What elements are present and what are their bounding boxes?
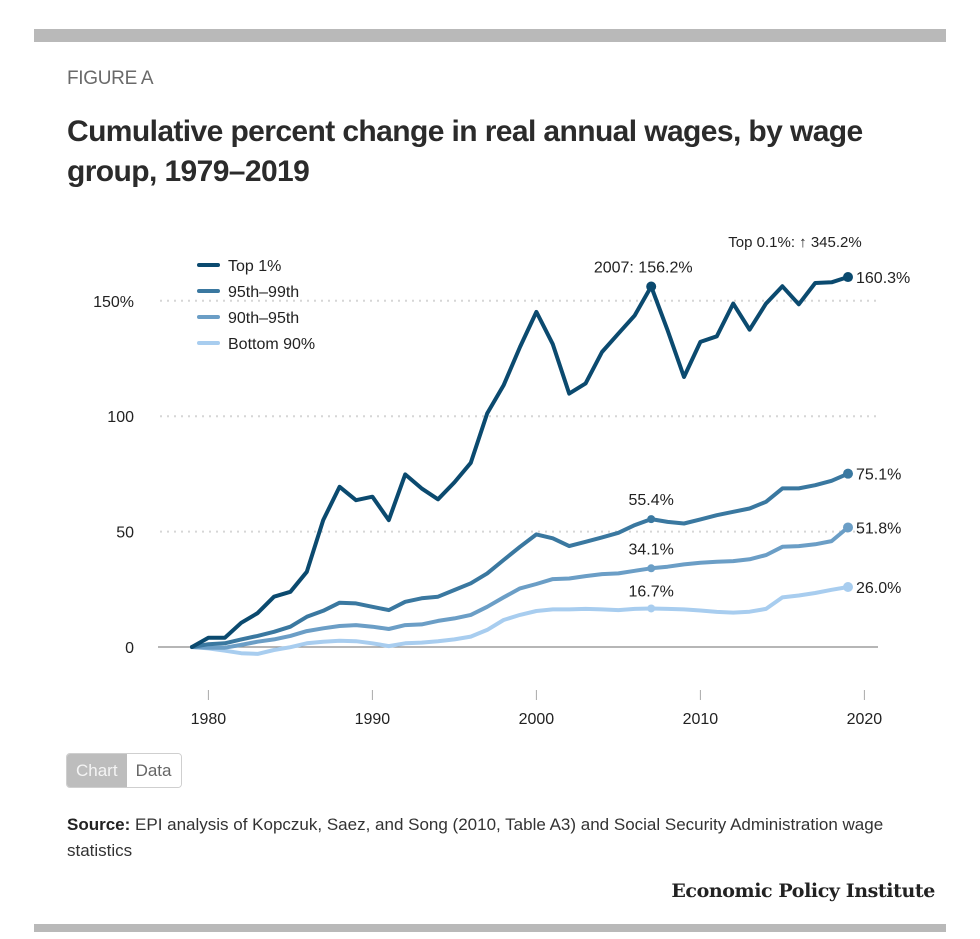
end-marker-top-1- — [843, 272, 853, 283]
end-label-top-1-: 160.3% — [856, 270, 910, 287]
x-tick-label: 2000 — [519, 711, 555, 728]
legend-label-bottom-90-: Bottom 90% — [228, 336, 315, 353]
peak-label-90th-95th: 34.1% — [629, 541, 674, 558]
peak-marker-95th-99th — [647, 515, 656, 524]
peak-label-95th-99th: 55.4% — [629, 492, 674, 509]
view-toggle: Chart Data — [66, 753, 182, 788]
data-tab[interactable]: Data — [126, 754, 181, 787]
y-tick-label: 150% — [93, 294, 134, 311]
source-label: Source: — [67, 815, 131, 834]
x-tick-label: 2020 — [847, 711, 883, 728]
x-tick-label: 1990 — [355, 711, 391, 728]
peak-marker-90th-95th — [647, 564, 656, 573]
y-axis: 0 50 100 150% — [93, 294, 134, 657]
series-lines — [190, 275, 850, 656]
end-marker-bottom-90- — [843, 581, 853, 592]
gridlines — [158, 299, 878, 648]
source-text: EPI analysis of Kopczuk, Saez, and Song … — [67, 815, 884, 860]
chart-title: Cumulative percent change in real annual… — [67, 115, 863, 188]
peak-marker-bottom-90- — [647, 604, 656, 613]
data-labels: 160.3% 2007: 156.2% 75.1% 55.4% 51.8% 34.1% 26… — [594, 234, 910, 613]
series-line-bottom-90- — [190, 585, 850, 656]
top-rule — [34, 29, 946, 42]
peak-marker-top-1- — [646, 281, 657, 292]
peak-label-bottom-90-: 16.7% — [629, 583, 674, 600]
x-axis: 1980 1990 2000 2010 2020 — [191, 690, 883, 728]
end-label-bottom-90-: 26.0% — [856, 580, 901, 597]
top-0-1-annotation: Top 0.1%: ↑ 345.2% — [728, 234, 861, 251]
bottom-rule — [34, 924, 946, 932]
end-marker-90th-95th — [843, 522, 853, 533]
y-tick-label: 0 — [125, 640, 134, 657]
legend-label-95th-99th: 95th–99th — [228, 284, 299, 301]
x-tick-label: 1980 — [191, 711, 227, 728]
legend-label-90th-95th: 90th–95th — [228, 310, 299, 327]
x-tick-label: 2010 — [683, 711, 719, 728]
legend: Top 1% 95th–99th 90th–95th Bottom 90% — [197, 258, 315, 353]
line-chart: 0 50 100 150% 1980 1990 2000 2010 2020 160.3% 20… — [93, 234, 910, 728]
legend-label-top-1-: Top 1% — [228, 258, 281, 275]
end-marker-95th-99th — [843, 468, 853, 479]
figure-label: FIGURE A — [67, 68, 154, 89]
y-tick-label: 100 — [107, 409, 134, 426]
y-tick-label: 50 — [116, 525, 134, 542]
peak-label-top-1-: 2007: 156.2% — [594, 259, 693, 276]
series-line-90th-95th — [190, 525, 850, 650]
end-label-95th-99th: 75.1% — [856, 467, 901, 484]
chart-tab[interactable]: Chart — [67, 754, 127, 787]
series-line-95th-99th — [190, 471, 850, 649]
series-line-top-1- — [190, 275, 850, 649]
end-label-90th-95th: 51.8% — [856, 520, 901, 537]
brand-logo: Economic Policy Institute — [671, 880, 935, 902]
source-note: Source: EPI analysis of Kopczuk, Saez, a… — [67, 812, 887, 864]
